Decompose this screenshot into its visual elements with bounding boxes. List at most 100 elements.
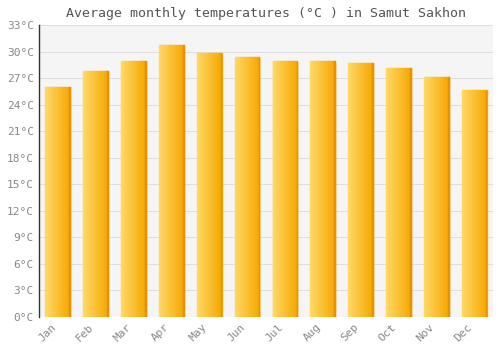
Bar <box>236 57 237 317</box>
Bar <box>279 61 280 317</box>
Bar <box>369 63 370 317</box>
Bar <box>356 63 358 317</box>
Bar <box>125 61 126 317</box>
Bar <box>56 87 57 317</box>
Bar <box>248 57 250 317</box>
Bar <box>363 63 364 317</box>
Bar <box>464 90 465 317</box>
Bar <box>438 77 440 317</box>
Bar <box>387 68 388 317</box>
Bar <box>447 77 448 317</box>
Bar <box>332 61 334 317</box>
Bar <box>485 90 486 317</box>
Bar <box>354 63 355 317</box>
Bar <box>368 63 369 317</box>
Bar <box>311 61 312 317</box>
Bar <box>244 57 246 317</box>
Bar <box>103 71 104 317</box>
Bar <box>367 63 368 317</box>
Bar <box>391 68 392 317</box>
Bar <box>480 90 481 317</box>
Bar <box>182 45 183 317</box>
Bar <box>140 61 141 317</box>
Bar <box>176 45 177 317</box>
Bar <box>89 71 90 317</box>
Bar <box>437 77 438 317</box>
Bar <box>370 63 372 317</box>
Bar <box>321 61 322 317</box>
Bar <box>178 45 180 317</box>
Bar <box>168 45 169 317</box>
Bar <box>398 68 400 317</box>
Bar <box>90 71 92 317</box>
Bar <box>386 68 387 317</box>
Bar <box>242 57 243 317</box>
Bar <box>314 61 316 317</box>
Bar <box>130 61 131 317</box>
Bar <box>409 68 410 317</box>
Bar <box>283 61 284 317</box>
Bar <box>326 61 327 317</box>
Bar <box>433 77 434 317</box>
Bar <box>408 68 409 317</box>
Bar <box>62 87 64 317</box>
Bar <box>198 52 200 317</box>
Bar <box>84 71 85 317</box>
Bar <box>53 87 54 317</box>
Bar <box>289 61 290 317</box>
Bar <box>353 63 354 317</box>
Bar <box>92 71 93 317</box>
Bar <box>434 77 436 317</box>
Bar <box>107 71 108 317</box>
Bar <box>99 71 100 317</box>
Bar <box>50 87 51 317</box>
Bar <box>296 61 297 317</box>
Bar <box>405 68 406 317</box>
Bar <box>163 45 164 317</box>
Bar <box>284 61 285 317</box>
Bar <box>64 87 65 317</box>
Bar <box>66 87 67 317</box>
Bar <box>205 52 206 317</box>
Bar <box>440 77 442 317</box>
Bar <box>46 87 47 317</box>
Bar <box>250 57 251 317</box>
Bar <box>243 57 244 317</box>
Bar <box>247 57 248 317</box>
Bar <box>142 61 144 317</box>
Bar <box>172 45 173 317</box>
Bar <box>276 61 278 317</box>
Bar <box>144 61 145 317</box>
Bar <box>219 52 220 317</box>
Bar <box>122 61 123 317</box>
Bar <box>183 45 184 317</box>
Bar <box>239 57 240 317</box>
Bar <box>67 87 68 317</box>
Bar <box>330 61 331 317</box>
Bar <box>85 71 86 317</box>
Bar <box>472 90 474 317</box>
Bar <box>438 77 439 317</box>
Bar <box>446 77 447 317</box>
Bar <box>278 61 279 317</box>
Bar <box>426 77 428 317</box>
Bar <box>123 61 124 317</box>
Bar <box>136 61 138 317</box>
Bar <box>399 68 400 317</box>
Bar <box>462 90 464 317</box>
Bar <box>362 63 363 317</box>
Bar <box>206 52 207 317</box>
Bar <box>214 52 215 317</box>
Bar <box>54 87 56 317</box>
Bar <box>216 52 218 317</box>
Bar <box>359 63 360 317</box>
Bar <box>360 63 362 317</box>
Bar <box>349 63 350 317</box>
Bar <box>313 61 314 317</box>
Bar <box>221 52 222 317</box>
Bar <box>324 61 325 317</box>
Bar <box>167 45 168 317</box>
Bar <box>328 61 330 317</box>
Bar <box>135 61 136 317</box>
Bar <box>69 87 70 317</box>
